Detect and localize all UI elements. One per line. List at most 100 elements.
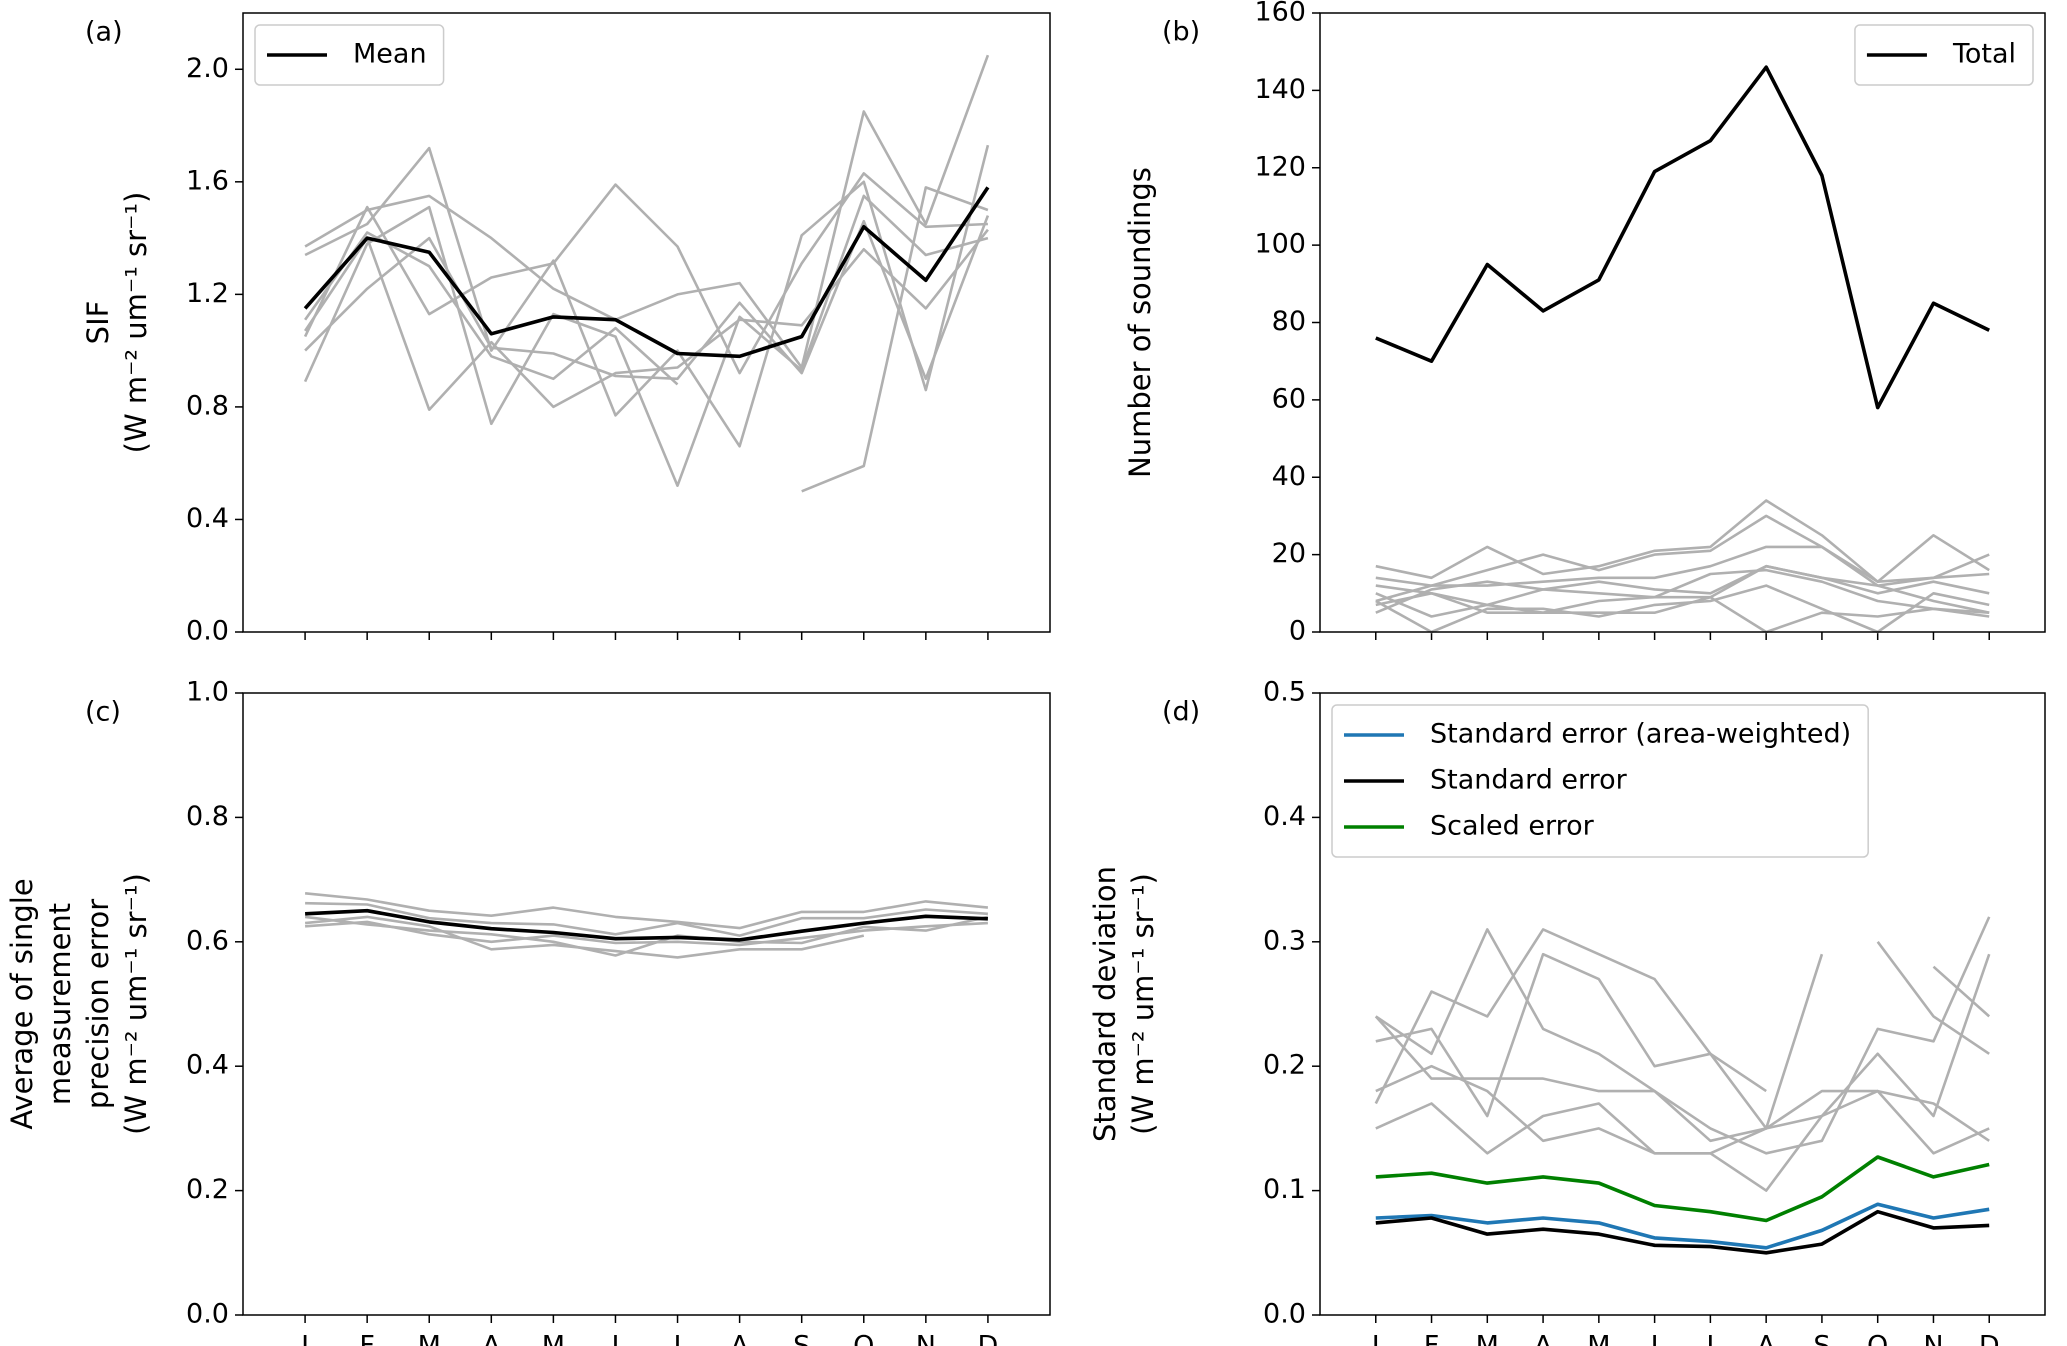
plot-area: [243, 693, 1050, 1315]
series-line: [305, 920, 988, 947]
series-line: [1375, 564, 1990, 607]
x-tick-label: F: [359, 1331, 375, 1346]
x-tick-label: D: [1979, 1331, 2000, 1346]
legend-label: Scaled error: [1430, 811, 1595, 842]
y-axis-label: Standard deviation: [1088, 866, 1122, 1142]
y-axis-label: precision error: [81, 899, 115, 1109]
y-tick-label: 0.5: [1263, 677, 1306, 708]
series-line: [1375, 568, 1990, 618]
series-line: [304, 186, 989, 493]
plot-area: [1320, 13, 2045, 632]
y-axis-label: (W m⁻² um⁻¹ sr⁻¹): [1126, 873, 1160, 1135]
x-tick-label: J: [672, 1331, 682, 1346]
legend: Mean: [254, 24, 445, 86]
series-line: [1375, 1155, 1990, 1223]
series-line: [1374, 928, 1991, 1130]
y-tick-label: 0: [1289, 616, 1306, 647]
axes-frame: [242, 692, 1051, 1316]
series-line: [305, 908, 988, 942]
y-tick-label: 20: [1272, 538, 1306, 569]
series-line: [1374, 916, 1991, 1155]
series-line: [1375, 545, 1990, 603]
series-line: [1375, 1064, 1990, 1192]
series-line: [305, 901, 988, 937]
panel: 0.0 0.2 0.4 0.6 0.8 1.0 J F M A M J J A S O N D (c) Average…: [5, 677, 1051, 1346]
panel-label: (a): [85, 17, 123, 48]
panel: 0 20 40 60 80 100 120 140 160 (b) Number of soundi…: [1123, 0, 2046, 647]
x-tick-label: A: [1534, 1331, 1553, 1346]
y-tick-label: 0.3: [1263, 925, 1306, 956]
series-line: [1375, 592, 1990, 634]
x-tick-label: N: [1923, 1331, 1943, 1346]
legend: Standard error (area-weighted) Standard e…: [1331, 704, 1869, 858]
panel-label: (c): [85, 697, 121, 728]
y-tick-label: 2.0: [186, 53, 229, 84]
y-tick-label: 0.8: [186, 801, 229, 832]
axes-frame: [1319, 12, 2046, 633]
series-line: [1375, 499, 1990, 583]
axes-frame: [1319, 692, 2046, 1316]
y-tick-label: 0.0: [186, 1299, 229, 1330]
y-axis-label: Average of single: [5, 878, 39, 1129]
legend-label: Total: [1952, 39, 2016, 70]
panel: 0.0 0.1 0.2 0.3 0.4 0.5 J F M A M J J A S O N D (d) Standar…: [1088, 677, 2046, 1346]
y-tick-label: 0.0: [1263, 1299, 1306, 1330]
series-line: [1375, 564, 1990, 614]
plot-area: [243, 13, 1050, 632]
y-tick-label: 80: [1272, 306, 1306, 337]
y-tick-label: 1.0: [186, 677, 229, 708]
x-tick-label: J: [1704, 1331, 1714, 1346]
x-tick-label: N: [916, 1331, 936, 1346]
series-line: [1375, 65, 1990, 410]
y-tick-label: 1.2: [186, 278, 229, 309]
y-tick-label: 0.2: [186, 1174, 229, 1205]
series-line: [1375, 514, 1990, 587]
series-line: [303, 186, 990, 359]
x-tick-label: A: [730, 1331, 749, 1346]
series-line: [303, 194, 989, 487]
x-tick-label: J: [609, 1331, 619, 1346]
y-tick-label: 1.6: [186, 165, 229, 196]
x-tick-label: A: [482, 1331, 501, 1346]
y-tick-label: 40: [1272, 461, 1306, 492]
x-tick-label: O: [1867, 1331, 1888, 1346]
panel-label: (b): [1162, 17, 1200, 48]
series-line: [1375, 1202, 1990, 1250]
x-tick-label: M: [1587, 1331, 1610, 1346]
x-tick-label: J: [1370, 1331, 1380, 1346]
legend-label: Mean: [353, 39, 427, 70]
y-tick-label: 0.4: [186, 1050, 229, 1081]
y-tick-label: 0.2: [1263, 1050, 1306, 1081]
y-axis-label: measurement: [43, 903, 77, 1105]
legend-label: Standard error: [1430, 765, 1628, 796]
series-line: [304, 228, 989, 411]
x-tick-label: F: [1424, 1331, 1440, 1346]
series-line: [1375, 1209, 1990, 1255]
x-tick-label: D: [978, 1331, 999, 1346]
y-tick-label: 100: [1254, 229, 1306, 260]
y-tick-label: 0.0: [186, 616, 229, 647]
series-line: [304, 144, 990, 448]
x-tick-label: O: [853, 1331, 874, 1346]
series-line: [1375, 584, 1990, 634]
x-tick-label: M: [418, 1331, 441, 1346]
panel-label: (d): [1162, 697, 1200, 728]
series-line: [1375, 941, 1990, 1118]
x-tick-label: A: [1757, 1331, 1776, 1346]
y-tick-label: 0.8: [186, 390, 229, 421]
x-tick-label: S: [1813, 1331, 1830, 1346]
y-tick-label: 0.1: [1263, 1174, 1306, 1205]
y-tick-label: 0.4: [186, 503, 229, 534]
x-tick-label: J: [299, 1331, 309, 1346]
x-tick-label: M: [542, 1331, 565, 1346]
series-line: [303, 172, 988, 375]
y-axis-label: Number of soundings: [1123, 167, 1157, 478]
panel: 0.0 0.4 0.8 1.2 1.6 2.0 (a) SIF (W m⁻² um⁻¹ sr⁻¹…: [81, 12, 1051, 647]
legend-box: [254, 24, 445, 86]
y-tick-label: 140: [1254, 74, 1306, 105]
x-tick-label: J: [1649, 1331, 1659, 1346]
series-line: [1375, 928, 1991, 1143]
y-tick-label: 160: [1254, 0, 1306, 28]
series-line: [304, 915, 989, 957]
